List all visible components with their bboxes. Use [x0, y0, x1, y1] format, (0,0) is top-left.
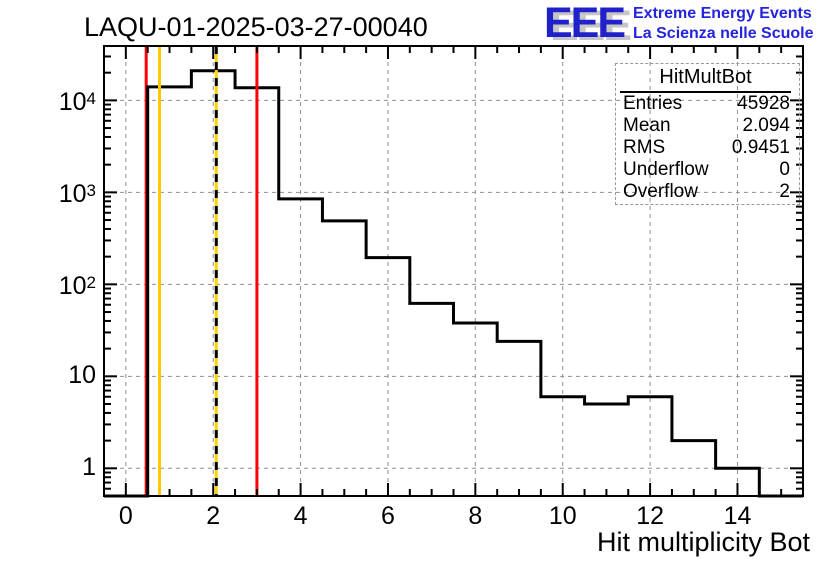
x-tick-label: 12 [636, 502, 664, 530]
x-tick-label: 8 [468, 502, 483, 530]
stats-label: Overflow [623, 181, 698, 202]
x-tick-label: 0 [118, 502, 133, 530]
y-tick-label: 10 [68, 361, 96, 390]
stats-row-underflow: Underflow 0 [616, 159, 799, 181]
y-tick-label: 103 [58, 180, 96, 209]
x-axis-title: Hit multiplicity Bot [596, 527, 810, 557]
stats-value: 0.9451 [731, 137, 790, 158]
eee-tagline-line2: La Scienza nelle Scuole [633, 25, 814, 42]
eee-tagline-line1: Extreme Energy Events [633, 5, 812, 22]
stats-value: 2.094 [742, 115, 790, 136]
stats-row-rms: RMS 0.9451 [616, 137, 799, 159]
y-tick-label: 102 [58, 272, 96, 301]
stats-row-overflow: Overflow 2 [616, 181, 799, 203]
y-tick-label: 1 [82, 453, 96, 482]
x-tick-label: 6 [381, 502, 395, 530]
stats-label: RMS [623, 137, 666, 158]
histogram-step-line [104, 69, 803, 498]
stats-row-entries: Entries 45928 [616, 93, 799, 115]
y-tick-label: 104 [58, 88, 96, 117]
stats-value: 45928 [737, 93, 790, 114]
stats-box: HitMultBot Entries 45928 Mean 2.094 RMS … [615, 63, 800, 205]
stats-value: 2 [779, 181, 790, 202]
x-tick-label: 10 [548, 502, 577, 530]
stats-label: Mean [623, 115, 671, 136]
x-tick-label: 14 [723, 502, 752, 530]
stats-value: 0 [779, 159, 790, 180]
stats-label: Underflow [623, 159, 709, 180]
x-tick-label: 4 [293, 502, 308, 530]
eee-logo: EEE [544, 0, 626, 47]
stats-header: HitMultBot [620, 64, 791, 93]
eee-tagline: Extreme Energy Events La Scienza nelle S… [633, 4, 814, 44]
plot-title: LAQU-01-2025-03-27-00040 [84, 12, 428, 42]
stats-row-mean: Mean 2.094 [616, 115, 799, 137]
x-tick-label: 2 [206, 502, 221, 530]
stats-label: Entries [623, 93, 683, 114]
